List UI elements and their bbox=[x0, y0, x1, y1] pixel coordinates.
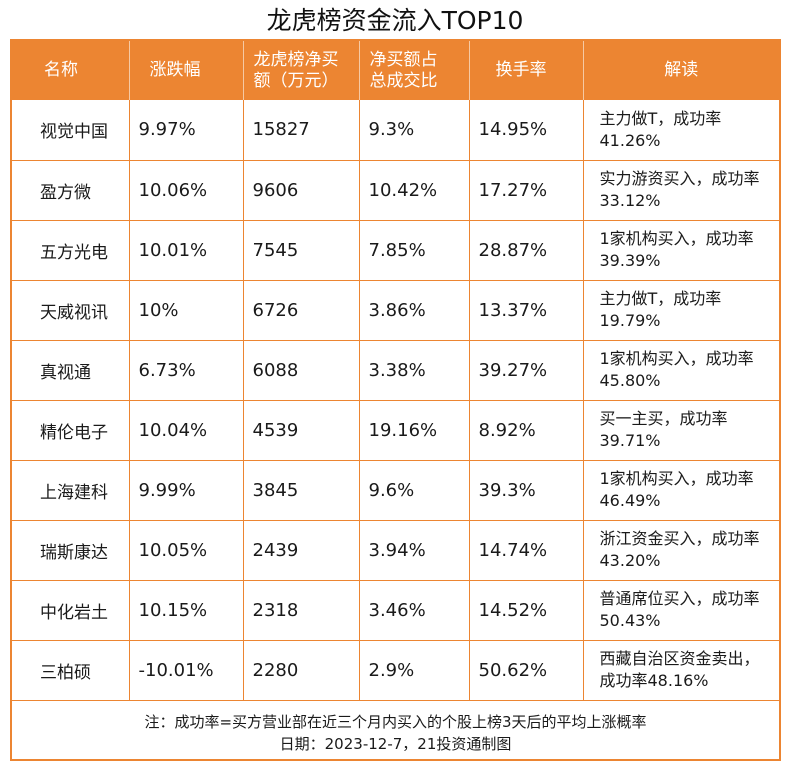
table-frame: 名称 涨跌幅 龙虎榜净买 额（万元） 净买额占 总成交比 换手率 解读 视觉中国… bbox=[10, 39, 781, 761]
cell-turnover: 13.37% bbox=[469, 280, 584, 341]
cell-analysis: 主力做T，成功率19.79% bbox=[583, 280, 779, 341]
footer: 注：成功率=买方营业部在近三个月内买入的个股上榜3天后的平均上涨概率 日期：20… bbox=[12, 702, 779, 761]
header-change: 涨跌幅 bbox=[129, 41, 244, 100]
fund-inflow-table: 名称 涨跌幅 龙虎榜净买 额（万元） 净买额占 总成交比 换手率 解读 视觉中国… bbox=[12, 41, 779, 701]
footer-date: 日期：2023-12-7，21投资通制图 bbox=[279, 735, 512, 753]
cell-net-buy: 2280 bbox=[243, 640, 360, 701]
header-name: 名称 bbox=[12, 41, 130, 100]
cell-turnover: 39.3% bbox=[469, 460, 584, 521]
cell-change: -10.01% bbox=[129, 640, 244, 701]
cell-turnover: 14.52% bbox=[469, 580, 584, 641]
cell-change: 10.04% bbox=[129, 400, 244, 461]
cell-name: 上海建科 bbox=[12, 460, 130, 521]
cell-analysis: 1家机构买入，成功率45.80% bbox=[583, 340, 779, 401]
table-row: 中化岩土 10.15% 2318 3.46% 14.52% 普通席位买入，成功率50.43… bbox=[12, 580, 779, 641]
cell-analysis: 主力做T，成功率41.26% bbox=[583, 100, 779, 161]
cell-net-buy: 6088 bbox=[243, 340, 360, 401]
cell-ratio: 10.42% bbox=[359, 160, 470, 221]
cell-analysis: 1家机构买入，成功率46.49% bbox=[583, 460, 779, 521]
cell-turnover: 28.87% bbox=[469, 220, 584, 281]
cell-net-buy: 7545 bbox=[243, 220, 360, 281]
table-row: 瑞斯康达 10.05% 2439 3.94% 14.74% 浙江资金买入，成功率43.20… bbox=[12, 520, 779, 581]
cell-change: 10% bbox=[129, 280, 244, 341]
header-analysis: 解读 bbox=[664, 60, 699, 80]
header-ratio-line2: 总成交比 bbox=[369, 70, 438, 91]
cell-name: 真视通 bbox=[12, 340, 130, 401]
cell-ratio: 3.46% bbox=[359, 580, 470, 641]
table-row: 盈方微 10.06% 9606 10.42% 17.27% 实力游资买入，成功率33.12… bbox=[12, 160, 779, 221]
cell-ratio: 7.85% bbox=[359, 220, 470, 281]
cell-ratio: 3.38% bbox=[359, 340, 470, 401]
cell-ratio: 3.86% bbox=[359, 280, 470, 341]
cell-name: 三柏硕 bbox=[12, 640, 130, 701]
cell-change: 9.97% bbox=[129, 100, 244, 161]
cell-turnover: 14.74% bbox=[469, 520, 584, 581]
cell-change: 10.05% bbox=[129, 520, 244, 581]
cell-analysis: 实力游资买入，成功率33.12% bbox=[583, 160, 779, 221]
header-ratio: 净买额占 总成交比 bbox=[359, 41, 470, 100]
header-turnover: 换手率 bbox=[469, 41, 584, 100]
cell-change: 10.01% bbox=[129, 220, 244, 281]
cell-change: 9.99% bbox=[129, 460, 244, 521]
cell-name: 中化岩土 bbox=[12, 580, 130, 641]
cell-name: 盈方微 bbox=[12, 160, 130, 221]
footer-note: 注：成功率=买方营业部在近三个月内买入的个股上榜3天后的平均上涨概率 bbox=[144, 713, 647, 731]
cell-change: 6.73% bbox=[129, 340, 244, 401]
cell-turnover: 17.27% bbox=[469, 160, 584, 221]
cell-net-buy: 3845 bbox=[243, 460, 360, 521]
header-net-buy-line1: 龙虎榜净买 bbox=[253, 49, 339, 70]
cell-change: 10.06% bbox=[129, 160, 244, 221]
page-title: 龙虎榜资金流入TOP10 bbox=[266, 6, 524, 35]
table-row: 三柏硕 -10.01% 2280 2.9% 50.62% 西藏自治区资金卖出，成功率48.… bbox=[12, 640, 779, 701]
table-row: 上海建科 9.99% 3845 9.6% 39.3% 1家机构买入，成功率46.49% bbox=[12, 460, 779, 521]
cell-name: 视觉中国 bbox=[12, 100, 130, 161]
cell-turnover: 14.95% bbox=[469, 100, 584, 161]
header-net-buy: 龙虎榜净买 额（万元） bbox=[243, 41, 360, 100]
cell-ratio: 19.16% bbox=[359, 400, 470, 461]
cell-analysis: 浙江资金买入，成功率43.20% bbox=[583, 520, 779, 581]
cell-name: 五方光电 bbox=[12, 220, 130, 281]
cell-analysis: 西藏自治区资金卖出，成功率48.16% bbox=[583, 640, 779, 701]
cell-name: 天威视讯 bbox=[12, 280, 130, 341]
cell-net-buy: 6726 bbox=[243, 280, 360, 341]
cell-turnover: 50.62% bbox=[469, 640, 584, 701]
table-body: 视觉中国 9.97% 15827 9.3% 14.95% 主力做T，成功率41.26% 盈方… bbox=[12, 100, 779, 701]
cell-net-buy: 4539 bbox=[243, 400, 360, 461]
cell-name: 瑞斯康达 bbox=[12, 520, 130, 581]
cell-ratio: 3.94% bbox=[359, 520, 470, 581]
cell-net-buy: 9606 bbox=[243, 160, 360, 221]
table-row: 视觉中国 9.97% 15827 9.3% 14.95% 主力做T，成功率41.26% bbox=[12, 100, 779, 161]
table-row: 天威视讯 10% 6726 3.86% 13.37% 主力做T，成功率19.79% bbox=[12, 280, 779, 341]
table-row: 五方光电 10.01% 7545 7.85% 28.87% 1家机构买入，成功率39.39… bbox=[12, 220, 779, 281]
table-row: 精伦电子 10.04% 4539 19.16% 8.92% 买一主买，成功率39.71% bbox=[12, 400, 779, 461]
table-header-row: 名称 涨跌幅 龙虎榜净买 额（万元） 净买额占 总成交比 换手率 解读 bbox=[12, 41, 779, 100]
cell-ratio: 2.9% bbox=[359, 640, 470, 701]
cell-ratio: 9.3% bbox=[359, 100, 470, 161]
cell-analysis: 买一主买，成功率39.71% bbox=[583, 400, 779, 461]
cell-net-buy: 2318 bbox=[243, 580, 360, 641]
cell-net-buy: 2439 bbox=[243, 520, 360, 581]
cell-ratio: 9.6% bbox=[359, 460, 470, 521]
table-row: 真视通 6.73% 6088 3.38% 39.27% 1家机构买入，成功率45.80% bbox=[12, 340, 779, 401]
cell-turnover: 39.27% bbox=[469, 340, 584, 401]
cell-analysis: 普通席位买入，成功率50.43% bbox=[583, 580, 779, 641]
cell-turnover: 8.92% bbox=[469, 400, 584, 461]
cell-change: 10.15% bbox=[129, 580, 244, 641]
header-net-buy-line2: 额（万元） bbox=[253, 70, 339, 91]
cell-analysis: 1家机构买入，成功率39.39% bbox=[583, 220, 779, 281]
cell-net-buy: 15827 bbox=[243, 100, 360, 161]
cell-name: 精伦电子 bbox=[12, 400, 130, 461]
header-ratio-line1: 净买额占 bbox=[369, 49, 438, 70]
